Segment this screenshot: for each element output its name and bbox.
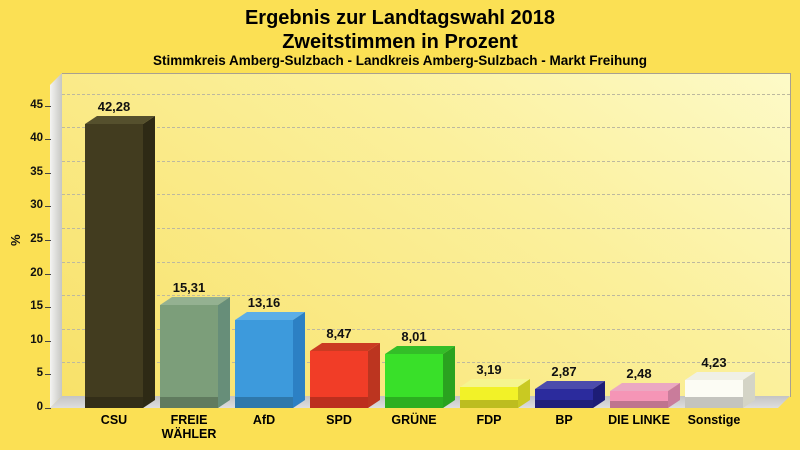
y-tick-label-10: 10 [30,334,43,346]
bar-top-face [235,312,305,320]
bar-top-face [310,343,380,351]
bar-front-face [535,389,593,408]
bar-value-label-afd: 13,16 [247,295,281,310]
bar-base-shade [385,397,443,408]
y-tick-mark-45 [45,106,51,107]
bar-base-shade [460,400,518,408]
y-tick-label-15: 15 [30,300,43,312]
bar-value-label-freie-wähler: 15,31 [172,280,206,295]
bar-csu [85,116,155,408]
bar-afd [235,312,305,408]
bar-value-label-sonstige: 4,23 [701,355,727,370]
bar-side-face [593,381,605,408]
y-tick-mark-0 [45,408,51,409]
bar-front-face [460,387,518,408]
left-wall [50,73,62,408]
y-tick-mark-15 [45,307,51,308]
bar-front-face [610,391,668,408]
y-tick-mark-5 [45,374,51,375]
gridline-45 [62,94,790,95]
bar-freie-wähler [160,297,230,408]
bar-side-face [743,372,755,408]
y-tick-mark-35 [45,173,51,174]
bar-top-face [535,381,605,389]
y-tick-label-0: 0 [36,401,43,413]
bar-bp [535,381,605,408]
bar-category-label-sonstige: Sonstige [687,413,741,427]
bar-category-label-csu: CSU [100,413,128,427]
bar-value-label-csu: 42,28 [97,99,131,114]
y-tick-mark-25 [45,240,51,241]
bar-side-face [293,312,305,408]
bar-category-label-bp: BP [555,413,573,427]
bar-front-face [235,320,293,408]
gridline-30 [62,194,790,195]
chart-title-line2: Zweitstimmen in Prozent [282,31,518,53]
bar-front-face [385,354,443,408]
bar-value-label-fdp: 3,19 [476,362,502,377]
y-tick-mark-40 [45,139,51,140]
y-tick-mark-30 [45,206,51,207]
gridline-10 [62,329,790,330]
bar-side-face [668,383,680,408]
bar-front-face [85,124,143,408]
bar-base-shade [310,397,368,408]
y-tick-mark-10 [45,341,51,342]
bar-top-face [460,379,530,387]
gridline-25 [62,228,790,229]
bar-base-shade [685,397,743,408]
bar-front-face [685,380,743,408]
bar-front-face [160,305,218,408]
bar-top-face [685,372,755,380]
y-tick-label-35: 35 [30,166,43,178]
y-tick-label-45: 45 [30,99,43,111]
y-tick-label-40: 40 [30,132,43,144]
bar-side-face [218,297,230,408]
bar-value-label-die-linke: 2,48 [626,366,652,381]
bar-fdp [460,379,530,408]
bar-value-label-bp: 2,87 [551,364,577,379]
bar-category-label-freie-wähler: FREIE WÄHLER [161,413,217,442]
bar-front-face [310,351,368,408]
bar-category-label-grüne: GRÜNE [391,413,437,427]
chart-subtitle: Stimmkreis Amberg-Sulzbach - Landkreis A… [152,53,648,68]
bar-category-label-fdp: FDP [476,413,502,427]
bar-side-face [518,379,530,408]
bar-die-linke [610,383,680,408]
bar-base-shade [85,397,143,408]
bar-value-label-spd: 8,47 [326,326,352,341]
y-tick-label-30: 30 [30,199,43,211]
chart-title-line1: Ergebnis zur Landtagswahl 2018 [244,7,556,29]
y-tick-mark-20 [45,274,51,275]
gridline-35 [62,161,790,162]
bar-base-shade [160,397,218,408]
bar-category-label-afd: AfD [252,413,276,427]
bar-base-shade [235,397,293,408]
y-tick-label-5: 5 [36,367,43,379]
bar-sonstige [685,372,755,408]
bar-spd [310,343,380,408]
bar-value-label-grüne: 8,01 [401,329,427,344]
gridline-40 [62,127,790,128]
bar-top-face [85,116,155,124]
bar-side-face [143,116,155,408]
bar-base-shade [610,401,668,408]
y-tick-label-20: 20 [30,267,43,279]
bar-category-label-die-linke: DIE LINKE [608,413,670,427]
y-tick-label-25: 25 [30,233,43,245]
gridline-15 [62,295,790,296]
bar-base-shade [535,400,593,408]
bar-top-face [160,297,230,305]
bar-top-face [385,346,455,354]
bar-grüne [385,346,455,408]
gridline-20 [62,262,790,263]
bar-side-face [443,346,455,408]
bar-top-face [610,383,680,391]
bar-category-label-spd: SPD [326,413,352,427]
bar-side-face [368,343,380,408]
